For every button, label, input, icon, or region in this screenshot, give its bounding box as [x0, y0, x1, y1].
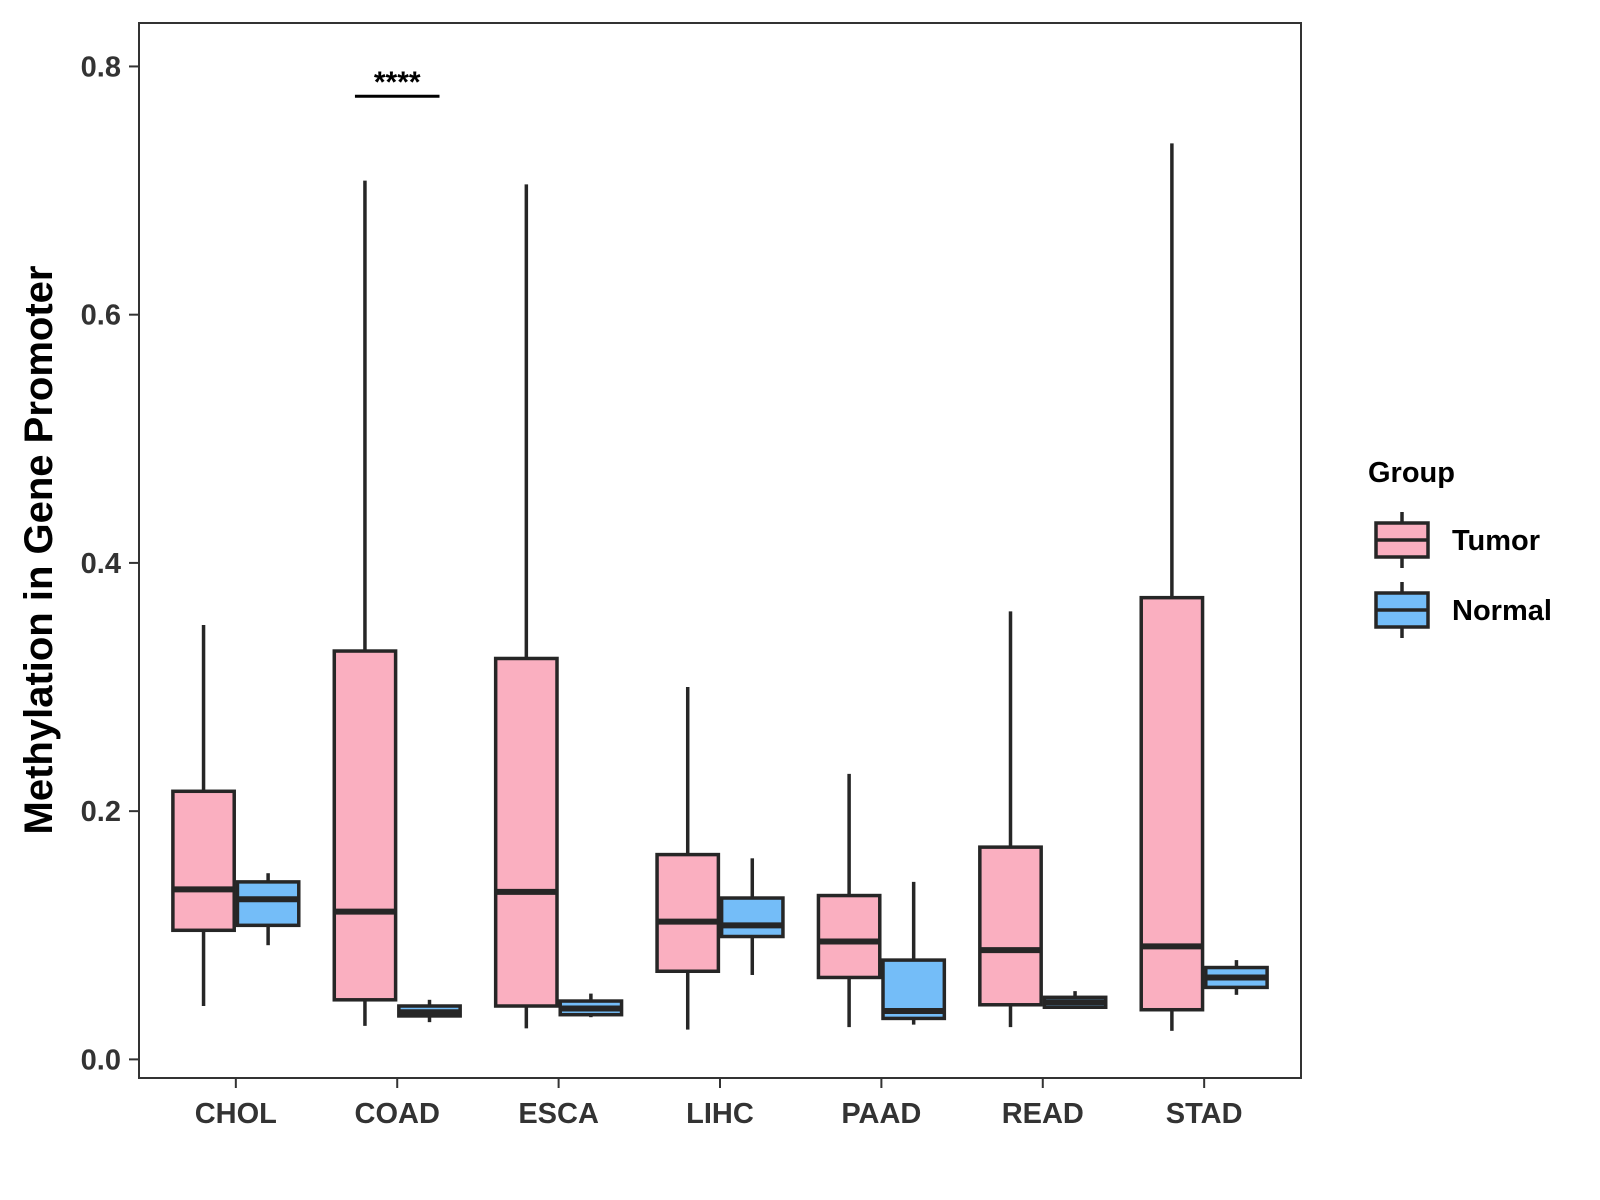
y-tick-label: 0.6: [81, 300, 121, 332]
box-tumor-chol: [171, 624, 236, 1007]
y-tick-label: 0.4: [81, 548, 121, 580]
x-tick-label: PAAD: [841, 1098, 921, 1130]
x-tick-label: COAD: [355, 1098, 440, 1130]
box-tumor-lihc: [655, 687, 721, 1030]
box-body: [1139, 595, 1205, 1012]
box-normal-read: [1042, 991, 1108, 1010]
significance-label: ****: [374, 66, 421, 99]
x-tick-label: CHOL: [195, 1098, 277, 1130]
box-tumor-paad: [816, 773, 882, 1028]
box-normal-stad: [1204, 960, 1269, 995]
legend-entry-normal: Normal: [1374, 582, 1552, 638]
y-axis: 0.0 0.2 0.4 0.6 0.8: [81, 51, 139, 1076]
legend-label: Normal: [1452, 595, 1552, 627]
x-tick-label: READ: [1002, 1098, 1084, 1130]
box-body: [655, 852, 721, 974]
box-body: [235, 880, 301, 928]
box-body: [719, 896, 785, 939]
legend: Group Tumor Normal: [1368, 457, 1552, 638]
y-tick-label: 0.8: [81, 51, 121, 83]
box-body: [978, 845, 1043, 1007]
box-tumor-coad: [332, 180, 398, 1026]
box-layer: [171, 143, 1269, 1031]
box-body: [171, 789, 236, 933]
box-normal-paad: [881, 881, 947, 1025]
box-body: [332, 649, 398, 1002]
box-body: [493, 656, 559, 1008]
x-tick-label: LIHC: [686, 1098, 754, 1130]
legend-label: Tumor: [1452, 525, 1540, 557]
y-axis-title: Methylation in Gene Promoter: [17, 266, 61, 835]
legend-title: Group: [1368, 457, 1455, 489]
y-tick-label: 0.2: [81, 796, 121, 828]
x-tick-label: STAD: [1166, 1098, 1243, 1130]
box-normal-esca: [558, 993, 624, 1018]
x-axis: CHOL COAD ESCA LIHC PAAD READ STAD: [195, 1078, 1243, 1130]
box-normal-coad: [397, 999, 462, 1023]
box-tumor-stad: [1139, 143, 1205, 1031]
box-tumor-esca: [493, 184, 559, 1029]
box-body: [816, 893, 882, 980]
annotation-layer: ****: [354, 66, 440, 99]
box-normal-chol: [235, 873, 301, 946]
box-normal-lihc: [719, 858, 785, 975]
y-tick-label: 0.0: [81, 1044, 121, 1076]
legend-entry-tumor: Tumor: [1374, 512, 1540, 568]
x-tick-label: ESCA: [518, 1098, 599, 1130]
box-tumor-read: [978, 611, 1043, 1028]
